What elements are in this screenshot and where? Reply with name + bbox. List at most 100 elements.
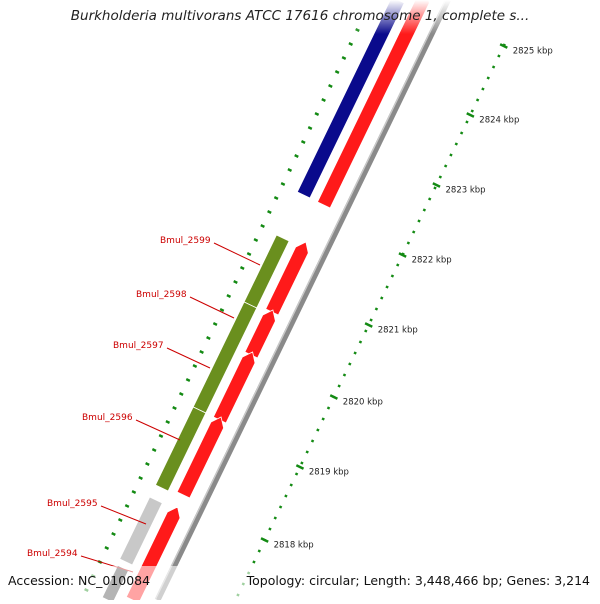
scale-dot bbox=[284, 494, 288, 498]
minor-tick bbox=[348, 42, 354, 46]
scale-dot bbox=[273, 516, 277, 520]
cds-segment[interactable] bbox=[176, 416, 225, 499]
scale-dot bbox=[422, 208, 427, 212]
minor-tick bbox=[334, 70, 340, 74]
minor-tick bbox=[280, 182, 286, 186]
cds-segment[interactable] bbox=[265, 241, 309, 316]
minor-tick bbox=[131, 490, 137, 494]
gene-leader-line bbox=[100, 505, 147, 525]
scale-label: 2818 kbp bbox=[274, 540, 314, 550]
scale-dot bbox=[305, 450, 309, 454]
scale-dot bbox=[390, 274, 395, 278]
gene-label[interactable]: Bmul_2595 bbox=[47, 499, 98, 509]
scale-dot bbox=[342, 373, 347, 377]
gene-leader-line bbox=[166, 347, 211, 369]
scale-dot bbox=[486, 76, 490, 80]
minor-tick bbox=[294, 154, 299, 158]
scale-label: 2825 kbp bbox=[513, 46, 553, 56]
gene-block[interactable] bbox=[119, 496, 163, 566]
scale-dot bbox=[278, 505, 283, 509]
genome-summary: Topology: circular; Length: 3,448,466 bp… bbox=[246, 573, 590, 588]
major-tick bbox=[432, 182, 441, 188]
scale-dot bbox=[252, 560, 256, 564]
scale-dot bbox=[380, 296, 384, 300]
genome-backbone-highlight bbox=[154, 0, 447, 600]
scale-dot bbox=[443, 164, 448, 168]
gene-label[interactable]: Bmul_2596 bbox=[82, 413, 133, 423]
scale-dot bbox=[449, 153, 453, 157]
scale-dot bbox=[406, 241, 411, 245]
major-tick bbox=[499, 43, 508, 49]
scale-label: 2822 kbp bbox=[412, 255, 452, 265]
major-tick bbox=[329, 394, 338, 400]
cds-segment[interactable] bbox=[316, 0, 430, 209]
scale-dot bbox=[475, 98, 480, 102]
minor-tick bbox=[165, 420, 171, 424]
minor-tick bbox=[185, 378, 191, 382]
minor-tick bbox=[246, 252, 252, 256]
gene-block[interactable] bbox=[154, 406, 207, 492]
minor-tick bbox=[226, 294, 232, 298]
scale-label: 2819 kbp bbox=[309, 467, 349, 477]
scale-label: 2824 kbp bbox=[479, 115, 519, 125]
gene-leader-line bbox=[189, 296, 235, 319]
scale-dot bbox=[438, 175, 443, 179]
minor-tick bbox=[307, 126, 313, 130]
map-title: Burkholderia multivorans ATCC 17616 chro… bbox=[70, 8, 530, 24]
scale-dot bbox=[294, 472, 299, 476]
scale-dot bbox=[454, 142, 458, 146]
scale-dot bbox=[353, 351, 357, 355]
scale-dot bbox=[257, 549, 261, 553]
scale-dot bbox=[310, 439, 315, 443]
scale-label: 2821 kbp bbox=[378, 325, 418, 335]
major-tick bbox=[260, 537, 269, 543]
major-tick bbox=[364, 322, 373, 328]
scale-label: 2820 kbp bbox=[343, 397, 383, 407]
minor-tick bbox=[111, 532, 116, 536]
scale-dot bbox=[316, 428, 320, 432]
scale-dot bbox=[470, 109, 474, 113]
minor-tick bbox=[117, 518, 123, 522]
scale-dot bbox=[465, 120, 469, 124]
scale-dot bbox=[326, 406, 331, 410]
minor-tick bbox=[328, 84, 333, 88]
minor-tick bbox=[172, 406, 177, 410]
major-tick bbox=[398, 252, 407, 258]
minor-tick bbox=[273, 196, 279, 200]
scale-dot bbox=[374, 307, 379, 311]
minor-tick bbox=[239, 266, 245, 270]
minor-tick bbox=[212, 322, 218, 326]
gene-label[interactable]: Bmul_2598 bbox=[136, 290, 187, 300]
gene-leader-line bbox=[135, 419, 181, 441]
minor-tick bbox=[151, 448, 157, 452]
gene-label[interactable]: Bmul_2599 bbox=[160, 236, 211, 246]
gene-label[interactable]: Bmul_2597 bbox=[113, 341, 164, 351]
minor-tick bbox=[321, 98, 326, 102]
minor-tick bbox=[300, 140, 306, 144]
minor-tick bbox=[287, 168, 293, 172]
minor-tick bbox=[178, 392, 184, 396]
scale-dot bbox=[348, 362, 352, 366]
minor-tick bbox=[253, 238, 259, 242]
scale-dot bbox=[321, 417, 325, 421]
minor-tick bbox=[192, 364, 198, 368]
scale-dot bbox=[417, 219, 421, 223]
minor-tick bbox=[341, 56, 347, 60]
scale-dot bbox=[459, 131, 464, 135]
gene-label[interactable]: Bmul_2594 bbox=[27, 549, 78, 559]
scale-dot bbox=[369, 318, 373, 322]
accession-label: Accession: NC_010084 bbox=[8, 573, 151, 588]
cds-segment[interactable] bbox=[212, 351, 256, 424]
title-fade bbox=[0, 0, 600, 34]
scale-dot bbox=[337, 384, 341, 388]
scale-dot bbox=[491, 65, 496, 69]
minor-tick bbox=[138, 476, 143, 480]
minor-tick bbox=[233, 280, 238, 284]
gene-leader-line bbox=[213, 242, 261, 266]
genome-backbone bbox=[154, 0, 451, 602]
cds-segment[interactable] bbox=[244, 309, 276, 359]
scale-dot bbox=[396, 263, 400, 267]
scale-dot bbox=[364, 329, 368, 333]
